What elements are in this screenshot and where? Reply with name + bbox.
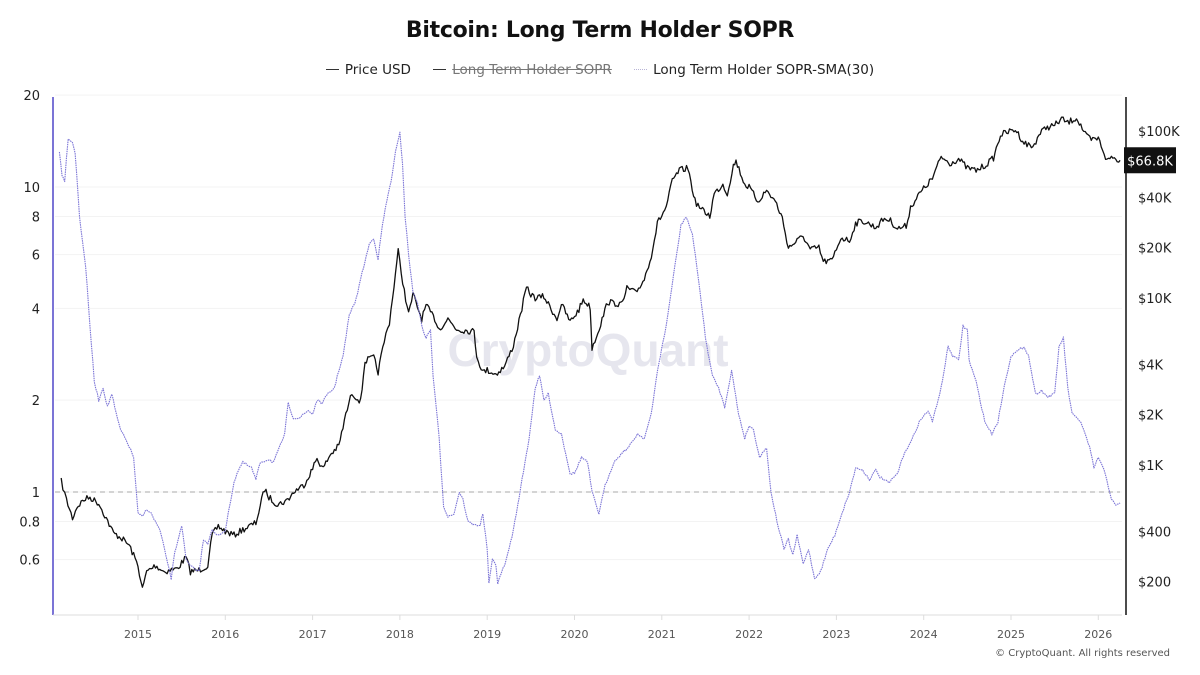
right-tick-label: $20K bbox=[1138, 242, 1172, 257]
legend-label-lth-sopr: Long Term Holder SOPR bbox=[452, 61, 612, 78]
left-axis-ticks: 20 10 8 6 4 2 1 0.8 0.6 bbox=[19, 89, 40, 568]
x-tick-label: 2017 bbox=[299, 628, 327, 641]
x-tick-label: 2018 bbox=[386, 628, 414, 641]
left-tick-label: 10 bbox=[23, 181, 40, 196]
x-axis-ticks: 2015 2016 2017 2018 2019 2020 2021 2022 2023 2024… bbox=[124, 615, 1112, 641]
legend: Price USD Long Term Holder SOPR Long Ter… bbox=[0, 58, 1200, 78]
x-tick-label: 2024 bbox=[910, 628, 938, 641]
left-tick-label: 6 bbox=[32, 249, 40, 264]
right-tick-label: $100K bbox=[1138, 125, 1180, 140]
right-tick-label: $4K bbox=[1138, 358, 1164, 373]
chart-title: Bitcoin: Long Term Holder SOPR bbox=[405, 18, 795, 43]
left-tick-label: 20 bbox=[23, 89, 40, 104]
x-tick-label: 2026 bbox=[1084, 628, 1112, 641]
right-tick-label: $200 bbox=[1138, 576, 1171, 591]
legend-swatch-price bbox=[325, 69, 339, 70]
series-price-usd-line bbox=[60, 116, 1121, 588]
gridlines bbox=[55, 94, 1122, 561]
right-tick-label: $40K bbox=[1138, 191, 1172, 206]
left-tick-label: 0.6 bbox=[19, 554, 40, 569]
legend-label-price: Price USD bbox=[344, 61, 411, 78]
right-axis-ticks: $100K $40K $20K $10K $4K $2K $1K $400 $200 bbox=[1138, 125, 1180, 591]
left-tick-label: 2 bbox=[32, 394, 40, 409]
x-tick-label: 2021 bbox=[648, 628, 676, 641]
legend-item-price[interactable]: Price USD bbox=[325, 61, 411, 78]
left-tick-label: 8 bbox=[32, 211, 40, 226]
x-tick-label: 2022 bbox=[735, 628, 763, 641]
legend-swatch-lth-sopr bbox=[433, 69, 447, 70]
current-price-label: $66.8K bbox=[1127, 154, 1173, 169]
series-group bbox=[58, 116, 1121, 588]
series-lth-sopr-sma30-line bbox=[58, 131, 1121, 585]
copyright-text: © CryptoQuant. All rights reserved bbox=[995, 648, 1170, 659]
right-tick-label: $10K bbox=[1138, 292, 1172, 307]
left-tick-label: 0.8 bbox=[19, 516, 40, 531]
left-tick-label: 1 bbox=[32, 486, 40, 501]
legend-label-lth-sopr-sma: Long Term Holder SOPR-SMA(30) bbox=[653, 61, 875, 78]
x-tick-label: 2020 bbox=[561, 628, 589, 641]
right-tick-label: $400 bbox=[1138, 525, 1171, 540]
legend-item-lth-sopr[interactable]: Long Term Holder SOPR bbox=[433, 62, 612, 78]
x-tick-label: 2025 bbox=[997, 628, 1025, 641]
right-tick-label: $1K bbox=[1138, 459, 1164, 474]
x-tick-label: 2016 bbox=[211, 628, 239, 641]
right-tick-label: $2K bbox=[1138, 409, 1164, 424]
x-tick-label: 2015 bbox=[124, 628, 152, 641]
legend-swatch-lth-sopr-sma bbox=[634, 69, 648, 70]
watermark: CryptoQuant bbox=[447, 324, 728, 376]
left-tick-label: 4 bbox=[32, 302, 40, 317]
x-tick-label: 2019 bbox=[473, 628, 501, 641]
legend-item-lth-sopr-sma[interactable]: Long Term Holder SOPR-SMA(30) bbox=[634, 62, 874, 78]
x-tick-label: 2023 bbox=[822, 628, 850, 641]
current-price-badge: $66.8K bbox=[1124, 147, 1176, 174]
